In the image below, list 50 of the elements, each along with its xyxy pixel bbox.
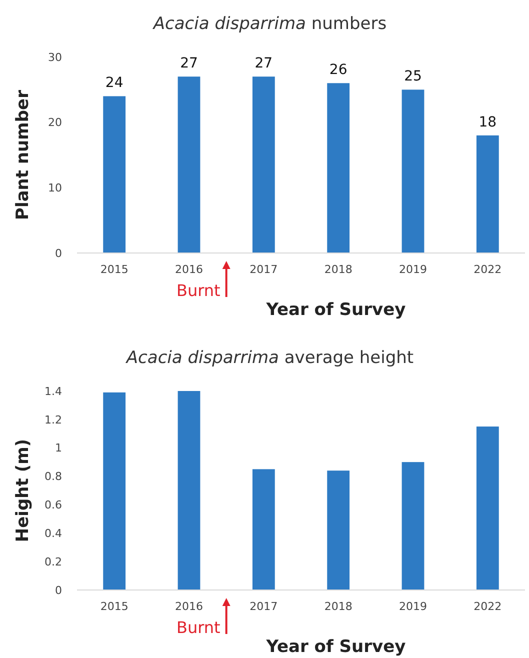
x-tick-label: 2018 [324,263,352,276]
data-label: 27 [254,56,273,72]
x-tick-label: 2015 [100,600,128,613]
y-tick-label: 10 [48,182,62,195]
x-tick-label: 2016 [175,600,203,613]
x-tick-label: 2015 [100,263,128,276]
y-tick-label: 1.2 [44,413,62,426]
data-label: 27 [180,56,198,72]
text: Burnt [176,618,220,637]
bar [178,391,200,590]
bar [402,90,424,253]
data-label: 18 [478,114,497,130]
y-tick-label: 0 [55,584,62,597]
x-tick-label: 2019 [399,600,427,613]
x-tick-label: 2016 [175,263,203,276]
bar [402,462,424,590]
bar [252,76,275,253]
bar [327,470,350,590]
y-tick-label: 1.4 [44,384,62,398]
data-label: 25 [404,68,422,85]
chart-title: Acacia disparrima average height [125,348,414,368]
bar [178,76,200,253]
x-tick-label: 2019 [399,263,427,276]
y-tick-label: 0.4 [44,526,62,540]
x-tick-label: 2018 [324,600,352,613]
y-tick-label: 0.6 [44,498,62,512]
y-tick-label: 0.2 [44,555,62,568]
chart-title: Acacia disparrima numbers [152,14,387,34]
bar [476,135,499,253]
data-label: 24 [105,75,124,92]
x-tick-label: 2017 [250,263,278,276]
bar [327,83,350,253]
x-tick-label: 2022 [474,600,502,613]
y-tick-label: 0.8 [44,470,62,484]
y-tick-label: 20 [48,116,62,130]
y-tick-label: 1 [55,442,62,455]
y-axis-title: Plant number [13,89,33,220]
text: Burnt [176,281,220,300]
bar [103,392,126,590]
bar [252,469,275,590]
bar [476,426,499,590]
x-axis-title: Year of Survey [265,637,406,657]
y-axis-title: Height (m) [13,438,33,542]
x-tick-label: 2017 [250,600,278,613]
x-tick-label: 2022 [474,263,502,276]
data-label: 26 [329,62,348,78]
x-axis-title: Year of Survey [265,300,406,320]
y-tick-label: 0 [55,246,62,260]
y-tick-label: 30 [48,50,62,64]
bar [103,96,126,253]
